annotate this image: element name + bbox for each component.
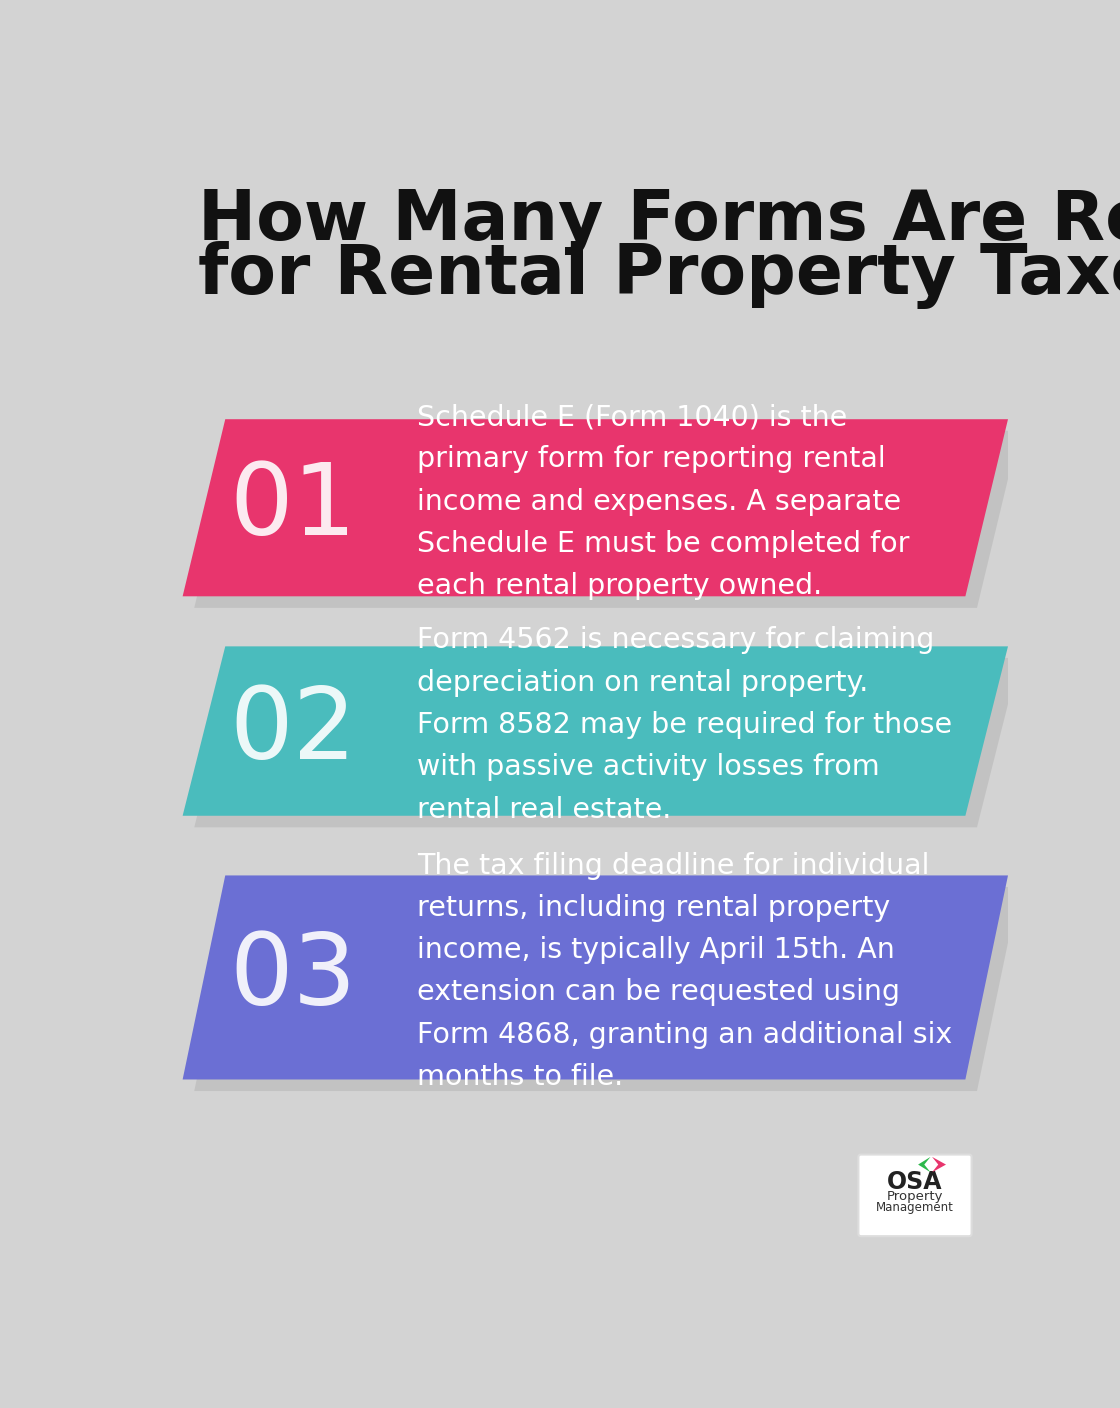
Polygon shape [194, 658, 1019, 828]
Polygon shape [194, 431, 1019, 608]
Polygon shape [194, 887, 1019, 1091]
Polygon shape [918, 1157, 931, 1173]
FancyBboxPatch shape [858, 1155, 971, 1236]
Text: Management: Management [876, 1201, 954, 1214]
Text: Form 4562 is necessary for claiming
depreciation on rental property.
Form 8582 m: Form 4562 is necessary for claiming depr… [417, 627, 952, 824]
Text: for Rental Property Taxes?: for Rental Property Taxes? [198, 241, 1120, 310]
Polygon shape [183, 420, 1008, 597]
Text: 01: 01 [230, 459, 356, 556]
Text: Schedule E (Form 1040) is the
primary form for reporting rental
income and expen: Schedule E (Form 1040) is the primary fo… [417, 403, 909, 600]
Text: 02: 02 [230, 683, 356, 780]
Polygon shape [183, 646, 1008, 815]
Text: OSA: OSA [887, 1170, 943, 1194]
Text: The tax filing deadline for individual
returns, including rental property
income: The tax filing deadline for individual r… [417, 852, 952, 1091]
Polygon shape [183, 876, 1008, 1080]
Polygon shape [932, 1157, 946, 1173]
Text: 03: 03 [230, 929, 356, 1026]
Text: Property: Property [887, 1190, 943, 1204]
Text: How Many Forms Are Required: How Many Forms Are Required [198, 187, 1120, 255]
